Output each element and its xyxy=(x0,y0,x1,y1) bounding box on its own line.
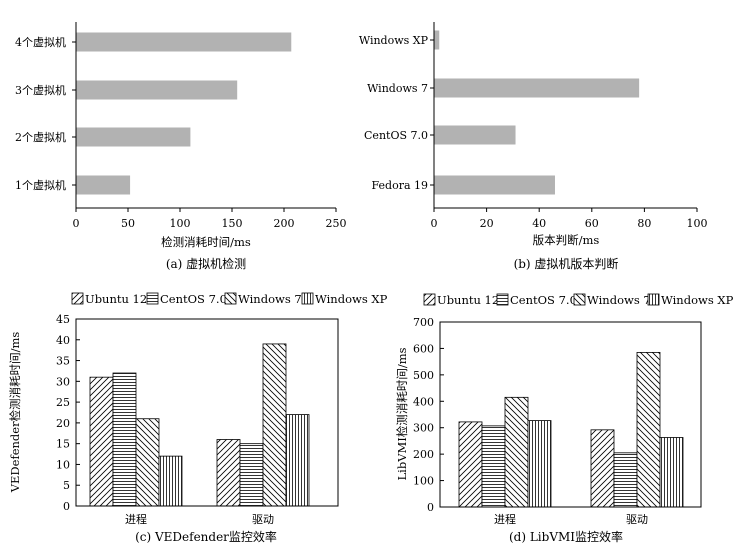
panel-c-legend-swatch-2 xyxy=(224,292,237,305)
panel-d-bar-0-0 xyxy=(458,421,483,508)
panel-b-x-tick-label-0: 0 xyxy=(431,217,438,230)
panel-c-legend-swatch-3 xyxy=(301,292,314,305)
panel-b-bar-3 xyxy=(434,175,555,195)
panel-d-y-tick-label-4: 400 xyxy=(413,395,434,408)
panel-b-vm-version-chart: Windows XP Windows 7 CentOS 7.0 Fedora 19 0 2… xyxy=(359,22,708,271)
panel-c-y-axis-label: VEDefender检测消耗时间/ms xyxy=(8,332,22,494)
panel-d-legend-swatch-1 xyxy=(496,293,509,306)
panel-a-caption: (a) 虚拟机检测 xyxy=(166,256,246,271)
panel-c-bar-1-2 xyxy=(262,343,287,507)
panel-b-category-label-3: Fedora 19 xyxy=(371,179,428,192)
panel-d-y-tick-label-7: 700 xyxy=(413,316,434,329)
panel-d-caption: (d) LibVMI监控效率 xyxy=(509,529,623,544)
panel-a-category-label-0: 4个虚拟机 xyxy=(15,35,66,49)
panel-d-bar-0-1 xyxy=(481,425,506,508)
panel-d-legend-swatch-2 xyxy=(573,293,586,306)
panel-b-caption: (b) 虚拟机版本判断 xyxy=(514,256,619,271)
panel-a-vm-detection-chart: 4个虚拟机 3个虚拟机 2个虚拟机 1个虚拟机 0 50 100 150 200 250 检测消耗… xyxy=(15,22,347,271)
panel-d-y-tick-label-5: 500 xyxy=(413,369,434,382)
panel-c-legend-label-2: Windows 7 xyxy=(238,292,302,306)
panel-b-bar-0 xyxy=(434,30,440,50)
panel-a-x-axis-label: 检测消耗时间/ms xyxy=(161,235,251,249)
panel-b-category-label-2: CentOS 7.0 xyxy=(364,129,428,142)
panel-d-bar-1-1 xyxy=(613,452,638,508)
panel-c-legend-label-3: Windows XP xyxy=(315,292,388,306)
panel-d-bar-1-3 xyxy=(659,437,684,508)
panel-c-category-label-1: 驱动 xyxy=(252,513,274,526)
panel-c-y-tick-label-3: 15 xyxy=(56,438,70,451)
panel-d-legend-label-2: Windows 7 xyxy=(587,293,651,307)
panel-a-bar-2 xyxy=(76,127,191,147)
panel-b-x-tick-label-2: 40 xyxy=(532,217,546,230)
panel-a-category-label-1: 3个虚拟机 xyxy=(15,83,66,97)
panel-d-libvmi-chart: Ubuntu 12 CentOS 7.0 Windows 7 Windows XP 进… xyxy=(395,293,733,544)
panel-b-x-tick-label-1: 20 xyxy=(480,217,494,230)
panel-d-y-tick-label-3: 300 xyxy=(413,422,434,435)
panel-c-legend-swatch-1 xyxy=(146,292,159,305)
panel-d-category-label-0: 进程 xyxy=(494,513,516,526)
panel-c-bar-0-3 xyxy=(158,455,183,507)
panel-c-category-label-0: 进程 xyxy=(125,513,147,526)
panel-c-bar-1-3 xyxy=(285,414,310,507)
panel-b-x-tick-label-4: 80 xyxy=(637,217,651,230)
panel-c-bar-1-0 xyxy=(216,439,241,507)
panel-c-legend-swatch-0 xyxy=(71,292,84,305)
panel-b-x-tick-label-3: 60 xyxy=(585,217,599,230)
panel-c-y-tick-label-8: 40 xyxy=(56,334,70,347)
panel-a-category-label-2: 2个虚拟机 xyxy=(15,130,66,144)
panel-d-legend-swatch-0 xyxy=(423,293,436,306)
panel-c-bar-0-0 xyxy=(89,376,114,507)
panel-a-category-label-3: 1个虚拟机 xyxy=(15,178,66,192)
panel-c-y-tick-label-6: 30 xyxy=(56,375,70,388)
panel-b-bar-2 xyxy=(434,125,516,145)
panel-a-x-tick-label-3: 150 xyxy=(222,217,243,230)
panel-a-x-tick-label-0: 0 xyxy=(73,217,80,230)
panel-b-x-tick-label-5: 100 xyxy=(687,217,708,230)
panel-a-x-tick-label-2: 100 xyxy=(170,217,191,230)
panel-d-legend-label-3: Windows XP xyxy=(661,293,733,307)
panel-c-y-tick-label-9: 45 xyxy=(56,313,70,326)
panel-d-legend-label-1: CentOS 7.0 xyxy=(510,293,577,307)
panel-a-x-tick-label-4: 200 xyxy=(274,217,295,230)
panel-c-y-tick-label-2: 10 xyxy=(56,458,70,471)
panel-d-plot-frame xyxy=(439,321,702,508)
panel-d-y-tick-label-0: 0 xyxy=(427,501,434,514)
panel-c-y-tick-label-0: 0 xyxy=(63,500,70,513)
panel-b-x-axis-label: 版本判断/ms xyxy=(533,233,600,247)
panel-b-category-label-0: Windows XP xyxy=(359,34,429,47)
panel-d-y-tick-label-6: 600 xyxy=(413,342,434,355)
panel-a-x-tick-label-5: 250 xyxy=(326,217,347,230)
panel-c-bar-0-1 xyxy=(112,372,137,507)
panel-c-y-tick-label-5: 25 xyxy=(56,396,70,409)
panel-a-x-tick-label-1: 50 xyxy=(121,217,135,230)
panel-b-category-label-1: Windows 7 xyxy=(367,82,428,95)
panel-c-y-tick-label-7: 35 xyxy=(56,355,70,368)
panel-d-bar-1-2 xyxy=(636,351,661,508)
panel-d-legend-swatch-3 xyxy=(647,293,660,306)
panel-c-bar-1-1 xyxy=(239,443,264,507)
panel-a-bar-3 xyxy=(76,175,131,195)
panel-d-y-tick-label-2: 200 xyxy=(413,448,434,461)
panel-a-bar-0 xyxy=(76,32,292,52)
panel-c-legend-label-0: Ubuntu 12 xyxy=(85,292,147,306)
panel-b-bar-1 xyxy=(434,78,640,98)
panel-d-bar-1-0 xyxy=(590,429,615,508)
panel-d-bar-0-3 xyxy=(527,420,552,508)
panel-d-bar-0-2 xyxy=(504,396,529,508)
panel-c-y-tick-label-1: 5 xyxy=(63,479,70,492)
panel-d-y-axis-label: LibVMI检测消耗时间/ms xyxy=(395,347,409,480)
panel-c-caption: (c) VEDefender监控效率 xyxy=(135,529,277,544)
panel-c-y-tick-label-4: 20 xyxy=(56,417,70,430)
panel-a-bar-1 xyxy=(76,80,238,100)
panel-d-y-tick-label-1: 100 xyxy=(413,475,434,488)
panel-c-legend-label-1: CentOS 7.0 xyxy=(160,292,227,306)
panel-d-category-label-1: 驱动 xyxy=(626,513,648,526)
panel-c-plot-frame xyxy=(75,318,339,507)
panel-d-legend-label-0: Ubuntu 12 xyxy=(437,293,499,307)
panel-c-bar-0-2 xyxy=(135,418,160,507)
panel-c-vedefender-chart: Ubuntu 12 CentOS 7.0 Windows 7 Windows XP 进… xyxy=(8,292,388,544)
